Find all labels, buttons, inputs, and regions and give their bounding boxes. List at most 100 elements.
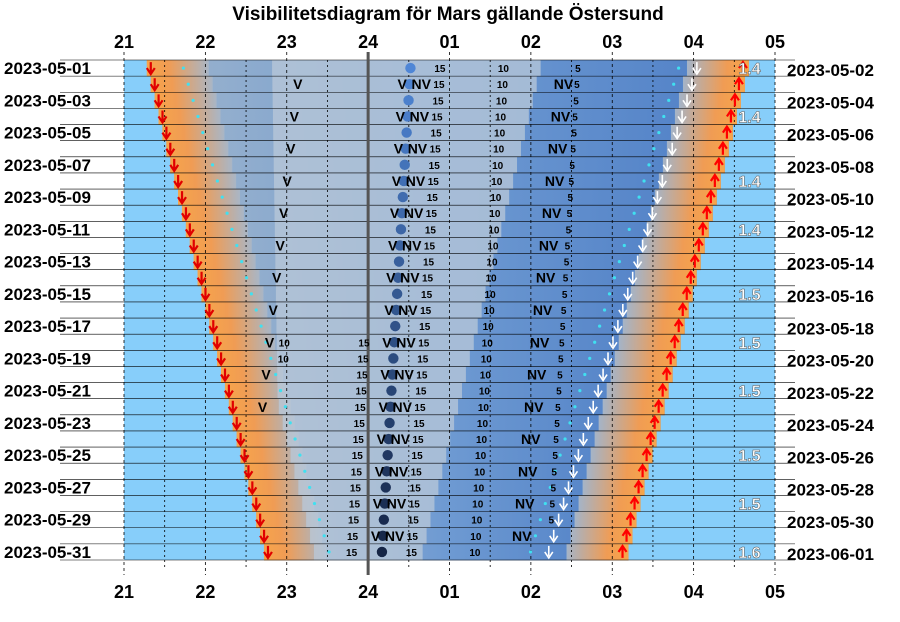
altitude-label: 5: [552, 451, 558, 462]
hour-tick-label: 24: [358, 32, 378, 52]
evening-twilight-band: [232, 414, 295, 432]
mars-visible-band: [276, 318, 478, 335]
cyan-dot-icon: [617, 260, 621, 264]
altitude-label: 15: [357, 354, 369, 365]
left-date-label: 2023-05-11: [4, 220, 90, 239]
mars-visible-band: [276, 301, 482, 319]
mars-visible-band: [274, 205, 506, 222]
mars-visible-band: [275, 285, 486, 303]
visibility-marker-v: V: [261, 367, 271, 383]
evening-twilight-band: [240, 447, 303, 464]
top-hour-labels: 21 22 23 24 01 02 03 04 05: [114, 32, 785, 52]
mars-visible-band: [275, 269, 490, 287]
altitude-label: 5: [566, 225, 572, 236]
red-down-arrow-icon: [149, 78, 160, 93]
altitude-label: 5: [568, 177, 574, 188]
red-down-arrow-icon: [177, 191, 187, 206]
red-down-arrow-icon: [188, 239, 199, 254]
visibility-marker-v: V: [394, 141, 404, 157]
visibility-marker-v: V: [279, 205, 289, 221]
red-down-arrow-icon: [235, 433, 246, 448]
morning-twilight-band: [610, 366, 673, 383]
visibility-marker-nv: NV: [404, 205, 424, 221]
morning-twilight-band: [674, 108, 737, 125]
right-date-labels: 2023-05-02 2023-05-04 2023-05-06 2023-05-08…: [787, 61, 875, 564]
cyan-dot-icon: [201, 130, 205, 135]
cyan-dot-icon: [588, 356, 592, 360]
morning-twilight-band: [602, 398, 665, 416]
visibility-marker-nv: NV: [524, 399, 544, 415]
visibility-marker-nv: NV: [533, 302, 553, 318]
altitude-label: 15: [426, 209, 438, 220]
altitude-label: 15: [411, 467, 423, 478]
altitude-label: 10: [278, 354, 290, 365]
morning-twilight-band: [634, 269, 697, 287]
red-down-arrow-icon: [227, 400, 238, 415]
mars-visible-band: [274, 221, 502, 238]
morning-twilight-band: [622, 318, 685, 335]
altitude-label: 10: [471, 516, 483, 527]
visibility-marker-nv: NV: [387, 496, 407, 512]
altitude-label: 5: [551, 467, 557, 478]
cyan-dot-icon: [568, 421, 572, 425]
mars-visible-band: [273, 140, 521, 158]
altitude-label: 5: [571, 129, 577, 140]
right-date-label: 2023-05-04: [787, 93, 875, 112]
altitude-label: 15: [413, 419, 425, 430]
altitude-label: 15: [349, 500, 361, 511]
visibility-marker-v: V: [386, 270, 396, 286]
altitude-label: 15: [415, 387, 427, 398]
altitude-label: 15: [419, 322, 431, 333]
evening-twilight-band: [158, 108, 221, 125]
visibility-marker-nv: NV: [406, 173, 426, 189]
red-down-arrow-icon: [200, 287, 211, 302]
red-down-arrow-icon: [173, 174, 184, 189]
red-up-arrow-icon: [637, 463, 648, 478]
visibility-marker-nv: NV: [393, 399, 413, 415]
morning-twilight-band: [618, 334, 681, 351]
visibility-marker-v: V: [283, 173, 293, 189]
visibility-marker-v: V: [390, 205, 400, 221]
red-up-arrow-icon: [673, 318, 684, 333]
red-up-arrow-icon: [669, 334, 680, 349]
red-down-arrow-icon: [165, 142, 176, 157]
white-down-arrow-icon: [628, 271, 638, 286]
altitude-label: 10: [481, 354, 493, 365]
mars-dot-icon: [400, 143, 411, 154]
red-up-arrow-icon: [653, 398, 664, 413]
white-down-arrow-icon: [608, 336, 618, 350]
red-down-arrow-icon: [196, 271, 207, 286]
cyan-dot-icon: [657, 130, 661, 135]
right-date-label: 2023-05-14: [787, 255, 875, 274]
altitude-label: 10: [473, 483, 485, 494]
visibility-marker-nv: NV: [521, 431, 541, 447]
mars-visible-band: [277, 382, 462, 400]
altitude-label: 15: [429, 161, 441, 172]
altitude-label: 15: [424, 241, 436, 252]
right-date-label: 2023-05-24: [787, 416, 875, 435]
white-down-arrow-icon: [662, 158, 672, 173]
visibility-marker-v: V: [258, 399, 268, 415]
right-date-label: 2023-05-26: [787, 448, 874, 467]
altitude-label: 10: [483, 322, 495, 333]
mars-dot-icon: [402, 111, 413, 122]
white-down-arrow-icon: [583, 416, 593, 431]
morning-twilight-band: [582, 479, 645, 496]
red-down-arrow-icon: [204, 304, 215, 318]
right-date-label: 2023-05-20: [787, 352, 874, 371]
mars-dot-icon: [391, 288, 403, 300]
red-down-arrow-icon: [208, 320, 219, 335]
red-up-arrow-icon: [717, 140, 728, 155]
visibility-marker-v: V: [290, 108, 300, 124]
altitude-label: 5: [550, 483, 556, 494]
altitude-label: 5: [567, 209, 573, 220]
visibility-marker-nv: NV: [545, 173, 565, 189]
altitude-label: 5: [560, 322, 566, 333]
mars-visible-band: [273, 124, 525, 142]
altitude-label: 10: [493, 145, 505, 156]
mars-visible-band: [274, 172, 514, 190]
cyan-dot-icon: [244, 276, 249, 280]
altitude-label: 5: [570, 145, 576, 156]
mars-visible-band: [277, 366, 466, 383]
